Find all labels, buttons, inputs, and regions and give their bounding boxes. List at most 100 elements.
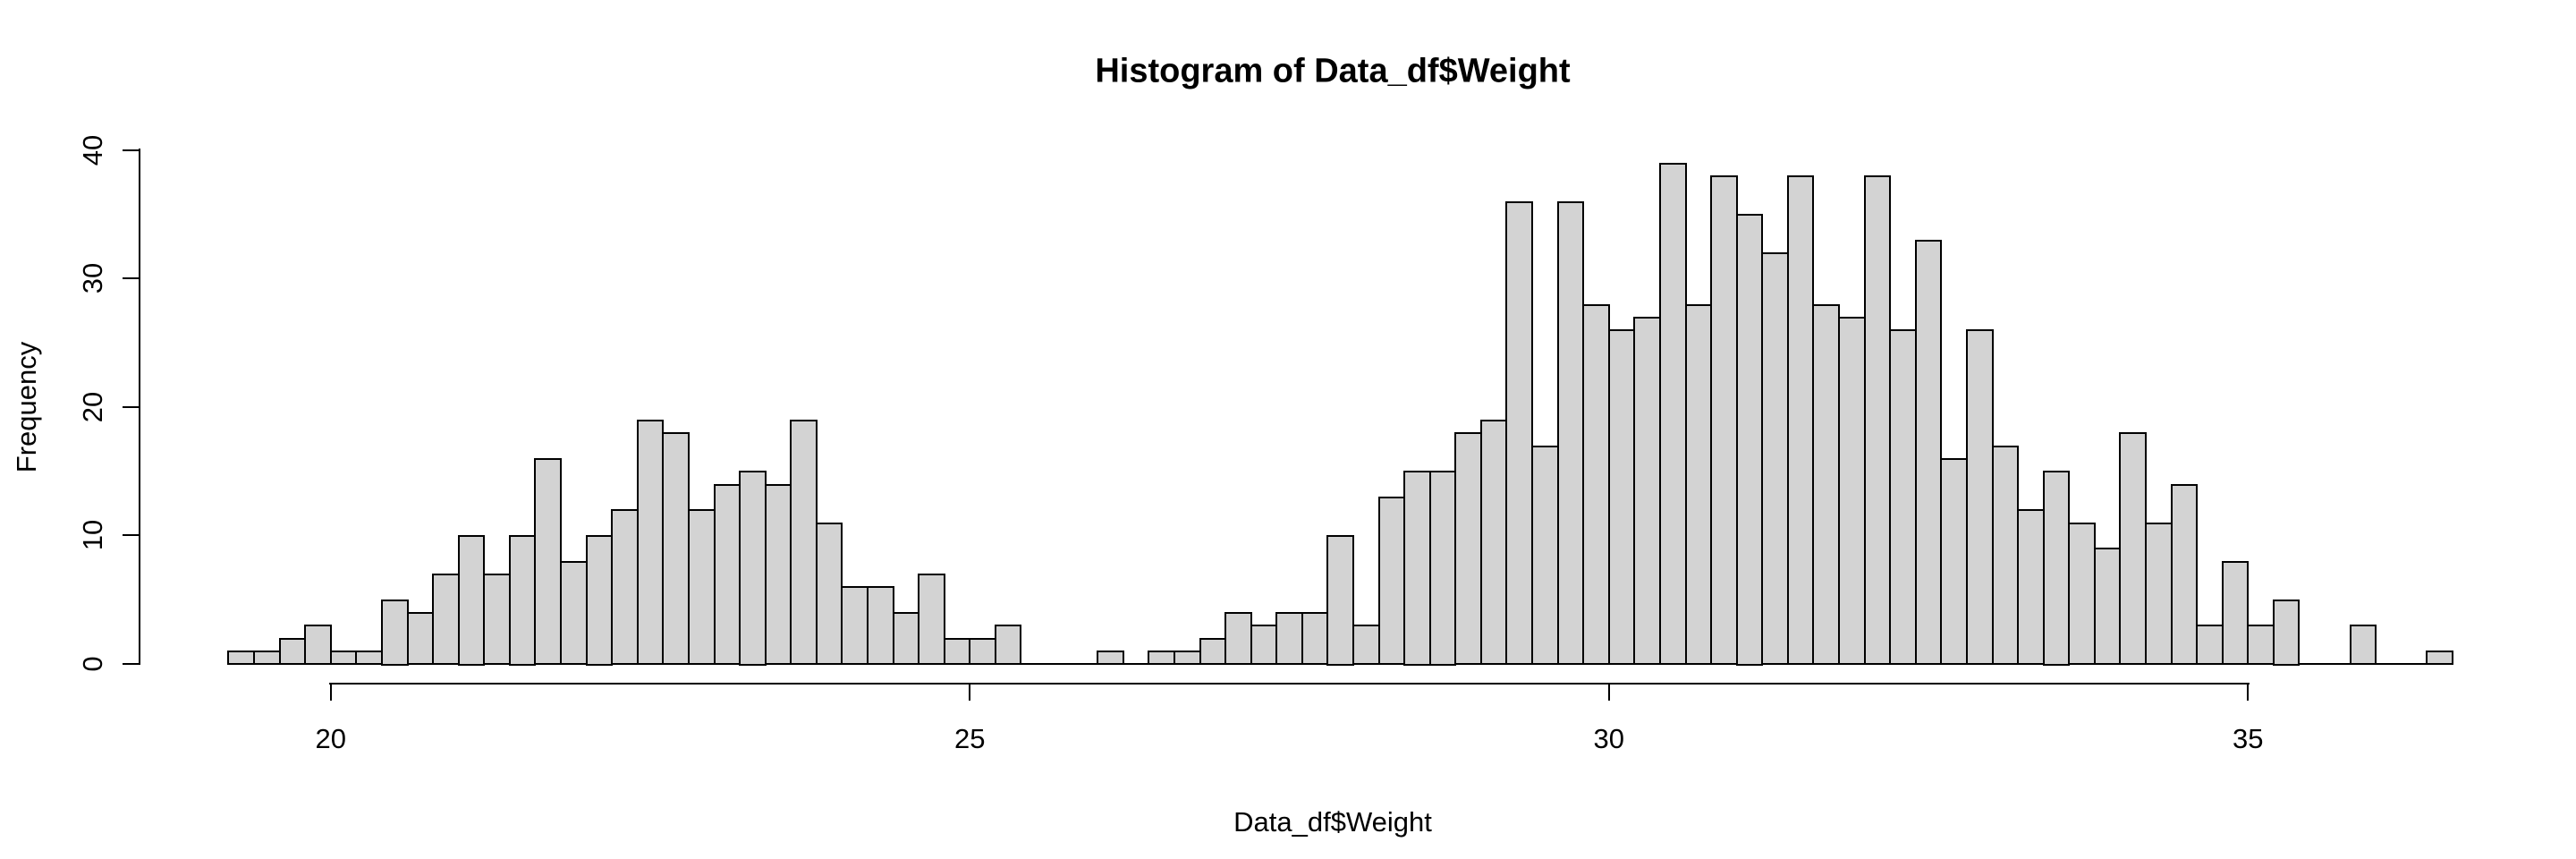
histogram-bar — [1429, 471, 1456, 666]
histogram-bar — [330, 651, 357, 666]
y-tick — [123, 405, 140, 408]
histogram-bar — [2247, 625, 2275, 666]
histogram-bar — [1454, 432, 1482, 666]
y-axis-label: Frequency — [11, 341, 42, 473]
histogram-zero-bin-baseline — [2401, 662, 2428, 665]
histogram-bar — [1864, 175, 1891, 666]
histogram-bar — [2426, 651, 2453, 666]
histogram-bar — [2119, 432, 2147, 666]
histogram-bar — [458, 535, 485, 666]
x-axis-label: Data_df$Weight — [1233, 806, 1432, 838]
histogram-bar — [1378, 496, 1405, 666]
histogram-bar — [1250, 625, 1277, 666]
histogram-zero-bin-baseline — [2298, 662, 2326, 665]
y-tick-label: 20 — [77, 391, 108, 422]
histogram-zero-bin-baseline — [1046, 662, 1073, 665]
histogram-bar — [995, 625, 1021, 666]
x-axis-line — [329, 683, 2250, 685]
histogram-zero-bin-baseline — [2324, 662, 2351, 665]
chart-title: Histogram of Data_df$Weight — [1095, 52, 1571, 90]
histogram-bar — [611, 509, 639, 666]
histogram-zero-bin-baseline — [1123, 662, 1149, 665]
histogram-bar — [1685, 303, 1712, 666]
y-tick-label: 40 — [77, 134, 108, 166]
histogram-bar — [1761, 252, 1789, 666]
histogram-bar — [1352, 625, 1380, 666]
y-tick — [123, 277, 140, 279]
histogram-bar — [714, 483, 741, 666]
histogram-bar — [2222, 560, 2249, 666]
histogram-bar — [2043, 471, 2070, 666]
histogram-bar — [790, 419, 818, 666]
histogram-zero-bin-baseline — [1072, 662, 1098, 665]
histogram-bar — [2094, 548, 2121, 666]
histogram-bar — [1940, 457, 1968, 666]
histogram-bar — [586, 535, 613, 666]
x-tick-label: 35 — [2233, 723, 2264, 754]
x-tick-label: 20 — [315, 723, 347, 754]
histogram-bar — [1097, 651, 1124, 666]
histogram-bar — [509, 535, 536, 666]
histogram-bar — [483, 574, 511, 666]
histogram-bar — [2145, 522, 2173, 666]
histogram-bar — [1608, 329, 1635, 666]
histogram-bar — [1915, 239, 1942, 666]
histogram-bar — [407, 612, 434, 666]
histogram-bar — [1148, 651, 1175, 666]
histogram-bar — [1505, 200, 1533, 666]
histogram-bar — [1889, 329, 1917, 666]
y-axis-line — [139, 149, 140, 665]
histogram-bar — [2171, 483, 2198, 666]
histogram-bar — [2350, 625, 2377, 666]
histogram-bar — [816, 522, 843, 666]
histogram-bar — [637, 419, 664, 666]
histogram-bar — [1174, 651, 1201, 666]
y-tick — [123, 534, 140, 536]
histogram-bar — [918, 574, 945, 666]
histogram-bar — [1966, 329, 1994, 666]
histogram-bar — [1301, 612, 1328, 666]
histogram-bar — [381, 599, 409, 666]
histogram-bar — [1557, 200, 1584, 666]
histogram-bar — [1633, 317, 1661, 666]
histogram-bar — [1710, 175, 1738, 666]
histogram-bar — [1199, 637, 1226, 666]
histogram-bar — [739, 471, 767, 666]
histogram-zero-bin-baseline — [2375, 662, 2402, 665]
histogram-bar — [253, 651, 281, 666]
histogram-bar — [944, 637, 970, 666]
histogram-bar — [2017, 509, 2045, 666]
histogram-bar — [1992, 445, 2019, 666]
histogram-bar — [304, 625, 332, 666]
histogram-bar — [227, 651, 255, 666]
histogram-bar — [1326, 535, 1354, 666]
histogram-bar — [432, 574, 460, 666]
x-tick-label: 30 — [1593, 723, 1625, 754]
histogram-bar — [2273, 599, 2300, 666]
y-tick — [123, 662, 140, 665]
histogram-bar — [893, 612, 919, 666]
x-tick — [969, 683, 971, 701]
histogram-bar — [279, 637, 306, 666]
histogram-bar — [1582, 303, 1610, 666]
histogram-bar — [1224, 612, 1252, 666]
histogram-bar — [2196, 625, 2224, 666]
histogram-bar — [1531, 445, 1559, 666]
y-tick-label: 30 — [77, 262, 108, 294]
histogram-bar — [1838, 317, 1866, 666]
histogram-bar — [2068, 522, 2096, 666]
x-tick-label: 25 — [954, 723, 986, 754]
histogram-bar — [1275, 612, 1303, 666]
histogram-bar — [1403, 471, 1431, 666]
histogram-bar — [1659, 162, 1687, 666]
histogram-bar — [841, 586, 869, 666]
histogram-bar — [1812, 303, 1840, 666]
histogram-bar — [1736, 214, 1763, 666]
histogram-bar — [867, 586, 894, 666]
histogram-bar — [765, 483, 792, 666]
histogram-bar — [534, 457, 562, 666]
y-tick-label: 10 — [77, 519, 108, 551]
histogram-bar — [1480, 419, 1507, 666]
histogram-bar — [688, 509, 716, 666]
